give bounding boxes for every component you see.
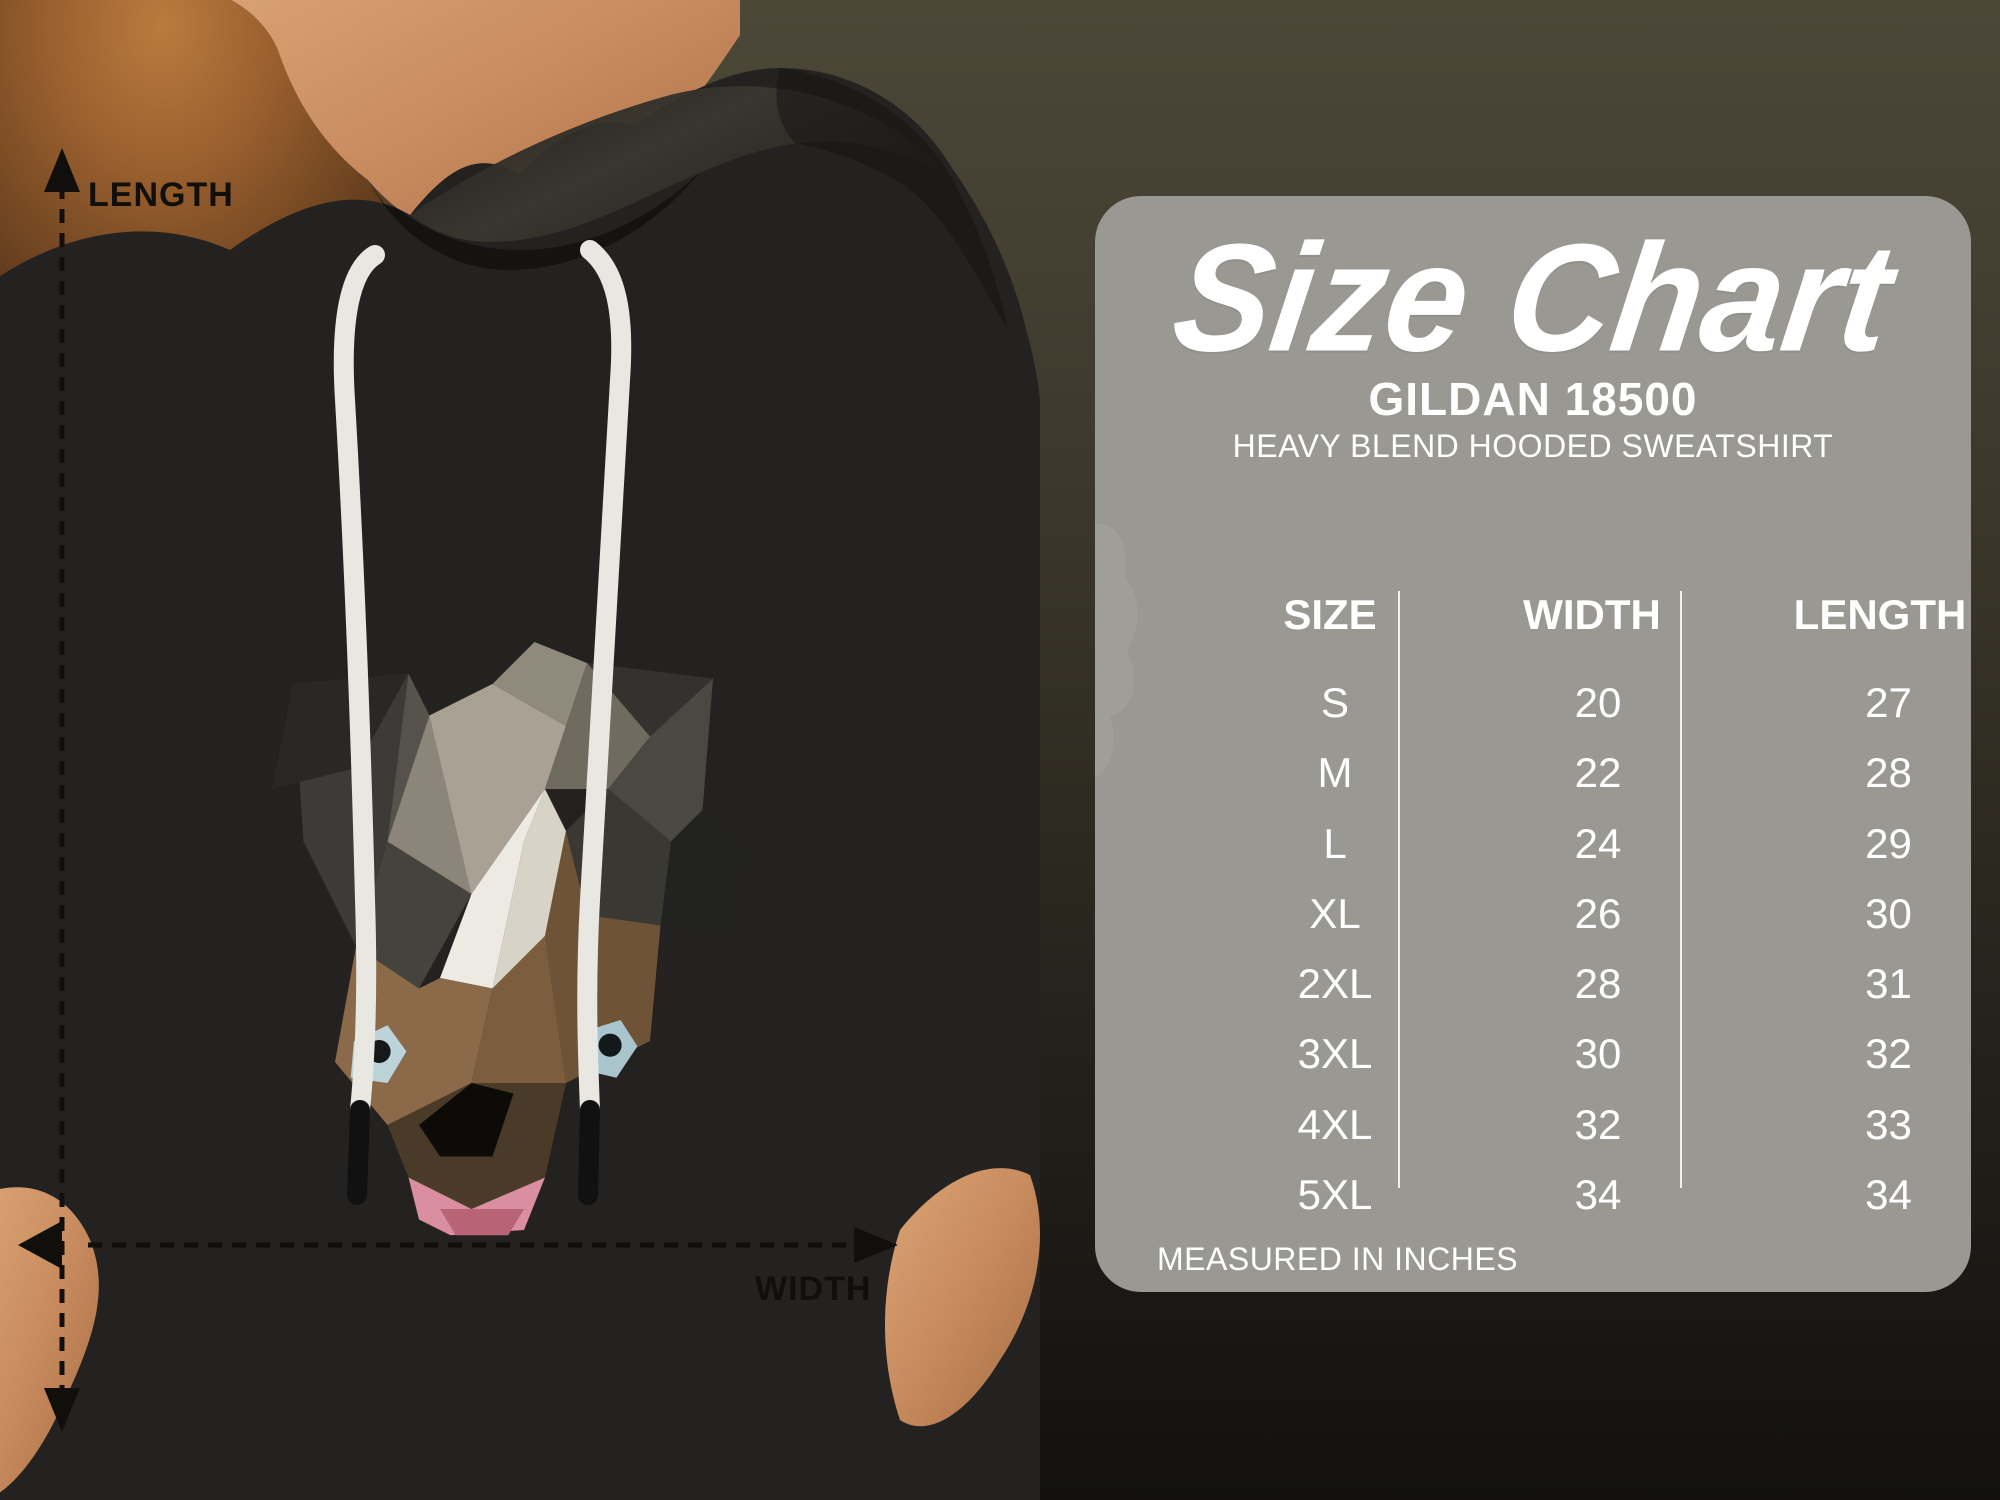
svg-text:LENGTH: LENGTH: [88, 176, 234, 214]
svg-text:WIDTH: WIDTH: [755, 1270, 871, 1308]
